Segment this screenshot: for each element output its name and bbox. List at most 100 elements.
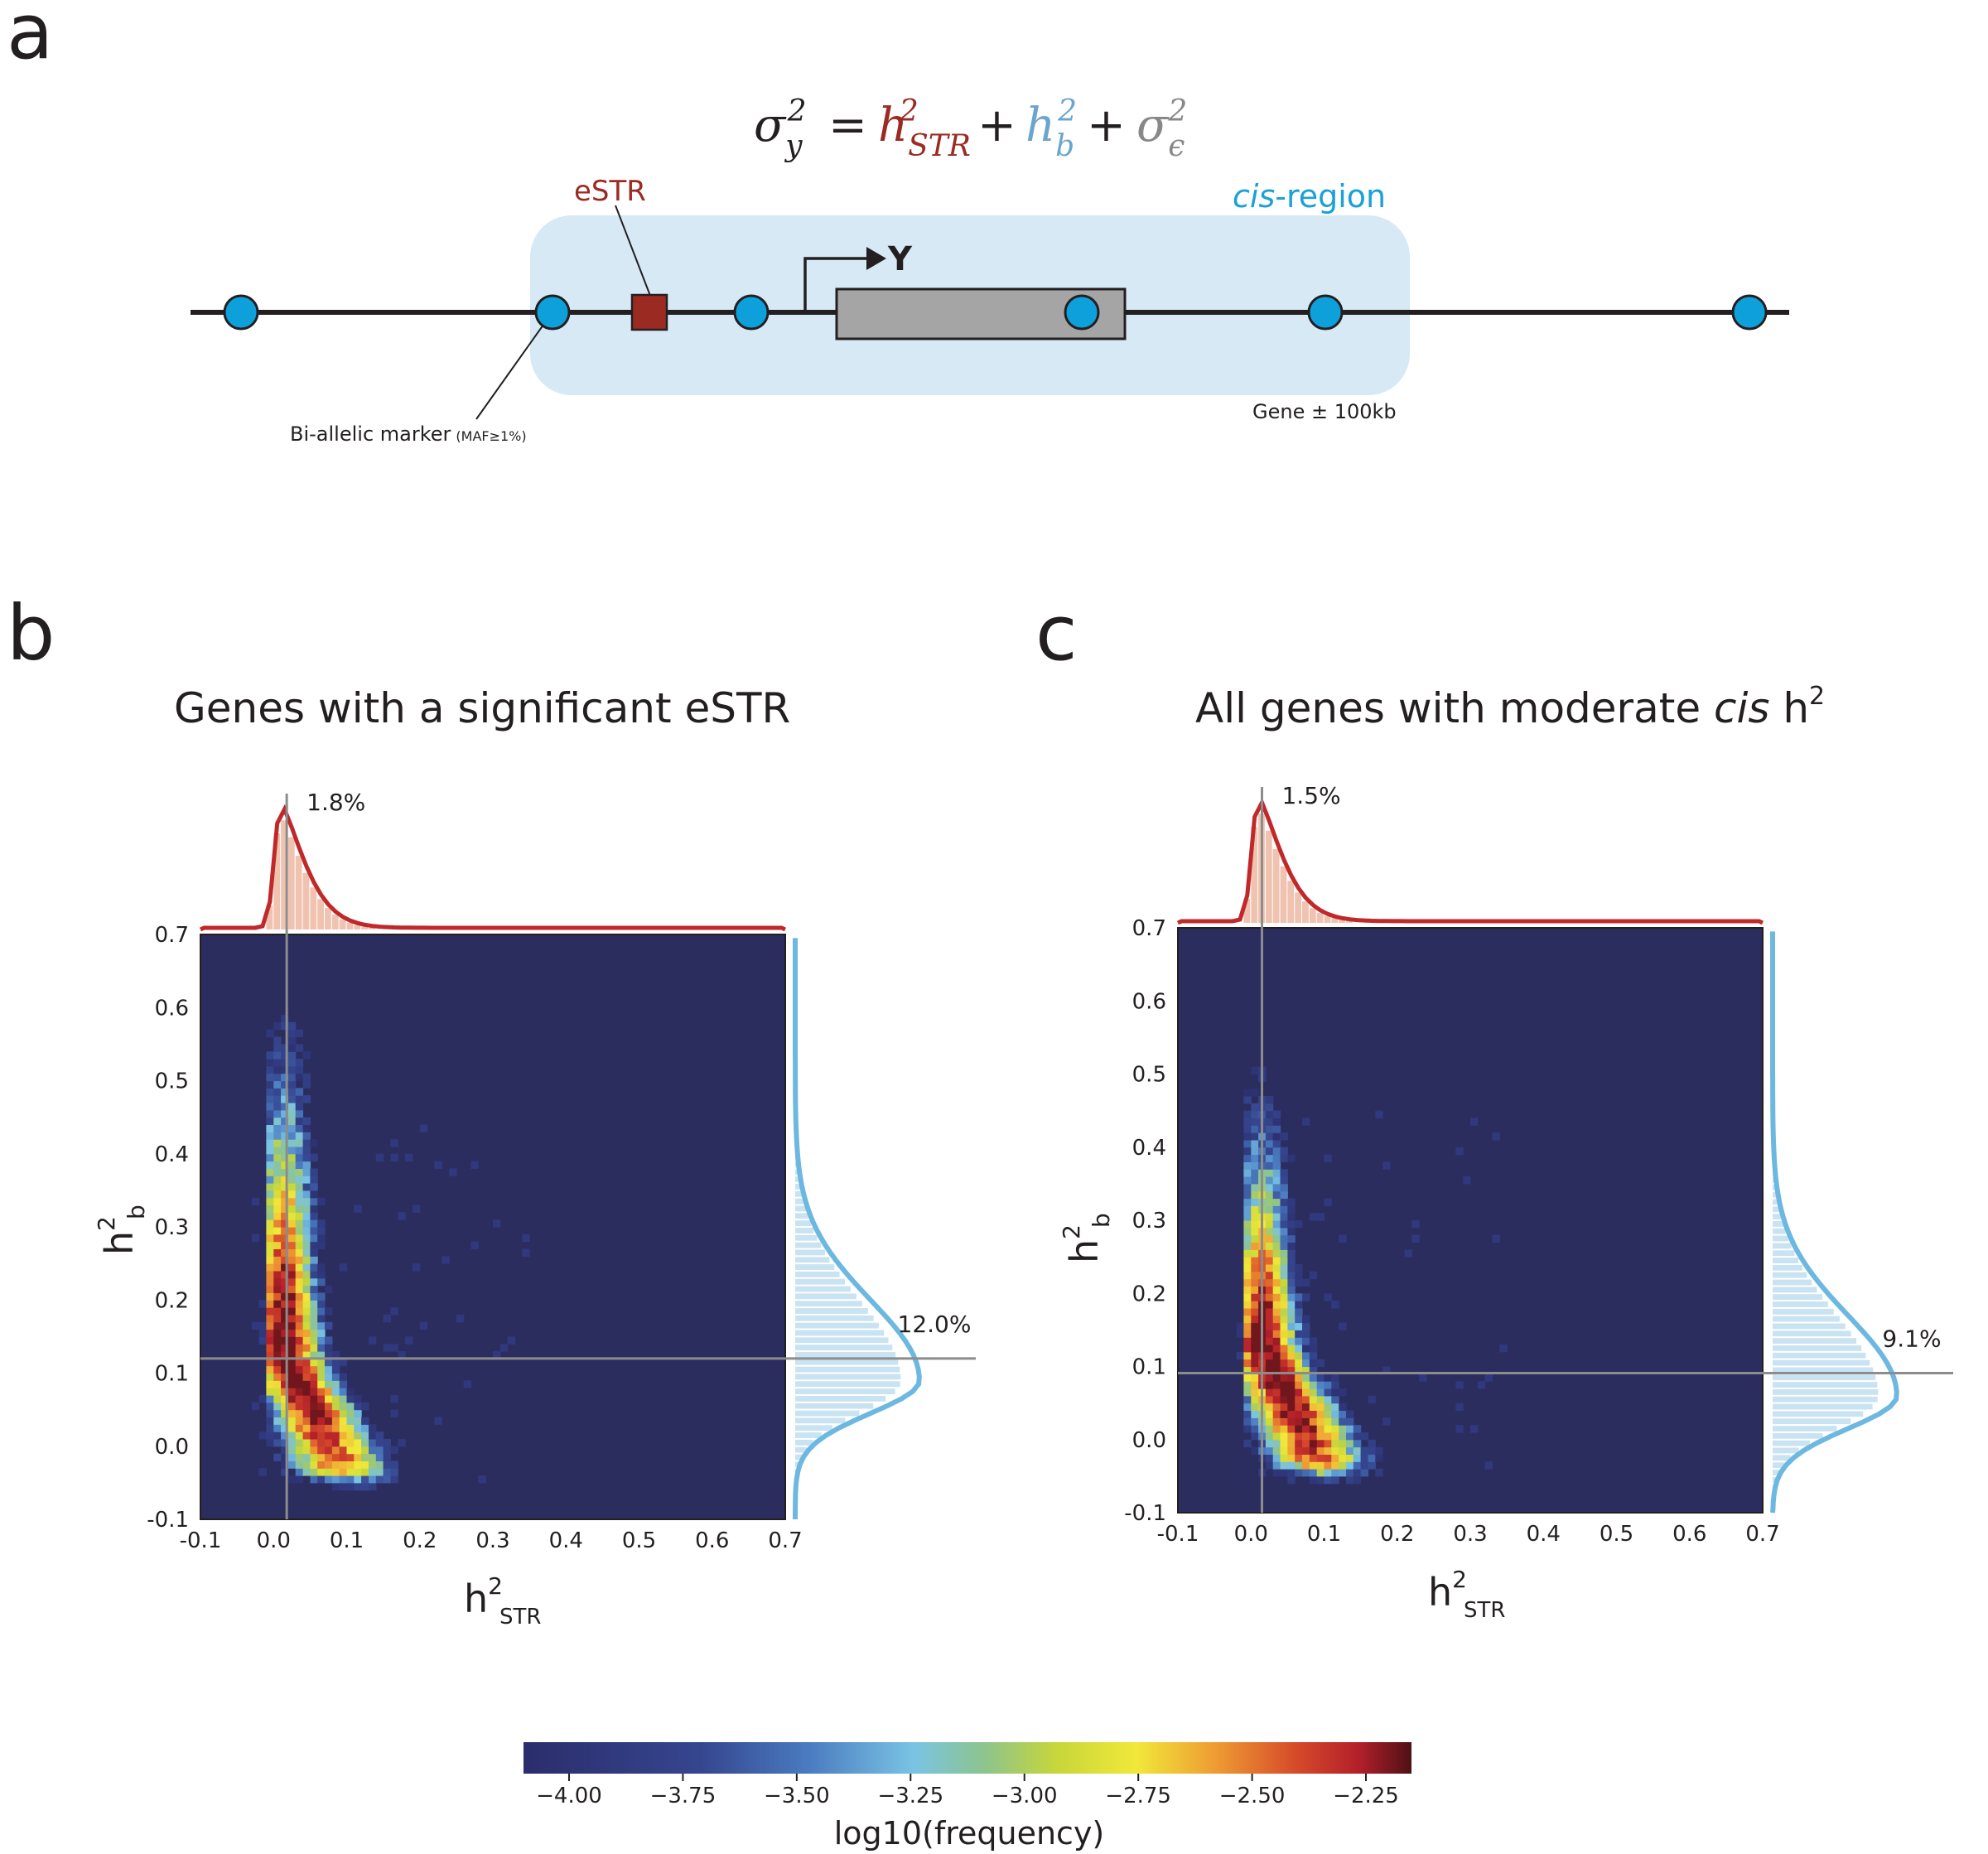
heatmap-cell [1324,1454,1332,1462]
heatmap-cell [346,1453,355,1461]
heatmap-cell [354,1402,362,1411]
heatmap-cell [1243,1345,1252,1353]
heatmap-cell [1265,1337,1274,1345]
heatmap-cell [1251,1147,1259,1156]
top-hist-bar [354,925,361,929]
heatmap-cell [273,1190,282,1199]
heatmap-cell [1272,1220,1281,1229]
heatmap-cell [258,1329,267,1337]
heatmap-cell [442,1256,450,1264]
heatmap-cell [266,1227,274,1235]
heatmap-cell [310,1424,318,1432]
heatmap-cell [390,1446,398,1455]
heatmap-cell [390,1409,398,1417]
heatmap-cell [310,1219,318,1228]
heatmap-cell [1470,1425,1479,1433]
heatmap-cell [1265,1103,1274,1112]
heatmap-cell [295,1103,304,1111]
heatmap-cell [266,1424,274,1432]
heatmap-cell [295,1285,304,1293]
heatmap-cell [346,1468,355,1476]
heatmap-cell [1309,1469,1318,1477]
heatmap-cell [317,1234,326,1243]
heatmap-cell [302,1073,311,1082]
right-hist-bar [795,1213,808,1219]
heatmap-cell [317,1351,326,1359]
heatmap-cell [1280,1315,1288,1324]
heatmap-cell [1272,1359,1281,1368]
heatmap-cell [287,1270,297,1279]
heatmap-cell [1287,1359,1296,1368]
x-tick-label: -0.1 [1157,1522,1199,1547]
right-hist-bar [1773,1338,1857,1345]
right-hist-bar [1773,1221,1784,1227]
heatmap-cell [317,1380,326,1388]
right-hist-bar [795,1403,874,1409]
heatmap-cell [331,1365,340,1374]
heatmap-cell [1287,1198,1296,1206]
heatmap-cell [1280,1461,1288,1470]
heatmap-cell [1302,1395,1310,1404]
heatmap-cell [1265,1161,1274,1170]
heatmap-cell [1331,1432,1339,1441]
right-density-curve [793,938,922,1519]
right-hist-bar [1773,1199,1779,1205]
heatmap-cell [302,1124,311,1132]
heatmap-cell [1251,1190,1259,1200]
heatmap-cell [1287,1454,1296,1462]
heatmap-cell [1265,1257,1274,1265]
heatmap-cell [295,1161,304,1169]
heatmap-cell [325,1285,333,1293]
heatmap-cell [295,1256,304,1264]
heatmap-cell [1280,1381,1288,1389]
heatmap-cell [1309,1345,1318,1353]
heatmap-cell [295,1432,304,1440]
heatmap-cell [1295,1345,1303,1353]
heatmap-cell [369,1461,377,1469]
heatmap-cell [1302,1359,1310,1368]
heatmap-cell [1265,1322,1274,1330]
heatmap-cell [1243,1278,1252,1287]
heatmap-cell [302,1270,311,1279]
heatmap-cell [302,1351,311,1359]
heatmap-cell [281,1424,289,1432]
heatmap-cell [295,1380,304,1388]
heatmap-cell [302,1161,311,1169]
heatmap-cell [1243,1190,1252,1200]
heatmap-cell [281,1065,289,1074]
heatmap-cell [1272,1388,1281,1397]
heatmap-cell [251,1402,260,1411]
heatmap-cell [383,1461,391,1469]
heatmap-cell [266,1432,274,1440]
heatmap-cell [1302,1345,1310,1353]
right-hist-bar [1773,1235,1788,1242]
top-hist-bar [1331,918,1339,923]
heatmap-cell [1295,1461,1303,1470]
heatmap-cell [281,1132,289,1140]
heatmap-cell [295,1453,304,1461]
heatmap-cell [1280,1190,1288,1200]
heatmap-cell [346,1475,355,1484]
heatmap-cell [1316,1213,1325,1221]
heatmap-cell [1295,1366,1303,1374]
heatmap-cell [1280,1205,1288,1214]
right-hist-bar [795,1315,874,1321]
heatmap-cell [1295,1454,1303,1462]
heatmap-cell [1324,1446,1332,1455]
heatmap-cell [339,1409,348,1417]
heatmap-cell [1272,1242,1281,1250]
x-tick-label: 0.3 [1453,1522,1487,1547]
heatmap-cell [310,1409,318,1417]
heatmap-cell [1411,1220,1420,1229]
heatmap-cell [287,1432,297,1440]
heatmap-cell [369,1446,377,1455]
heatmap-cell [273,1234,282,1243]
heatmap-cell [346,1402,355,1411]
heatmap-cell [1272,1454,1281,1462]
heatmap-cell [1353,1475,1362,1485]
heatmap-cell [266,1161,274,1169]
heatmap-cell [325,1395,333,1403]
heatmap-cell [295,1388,304,1396]
heatmap-cell [1280,1417,1288,1426]
heatmap-cell [1324,1417,1332,1426]
